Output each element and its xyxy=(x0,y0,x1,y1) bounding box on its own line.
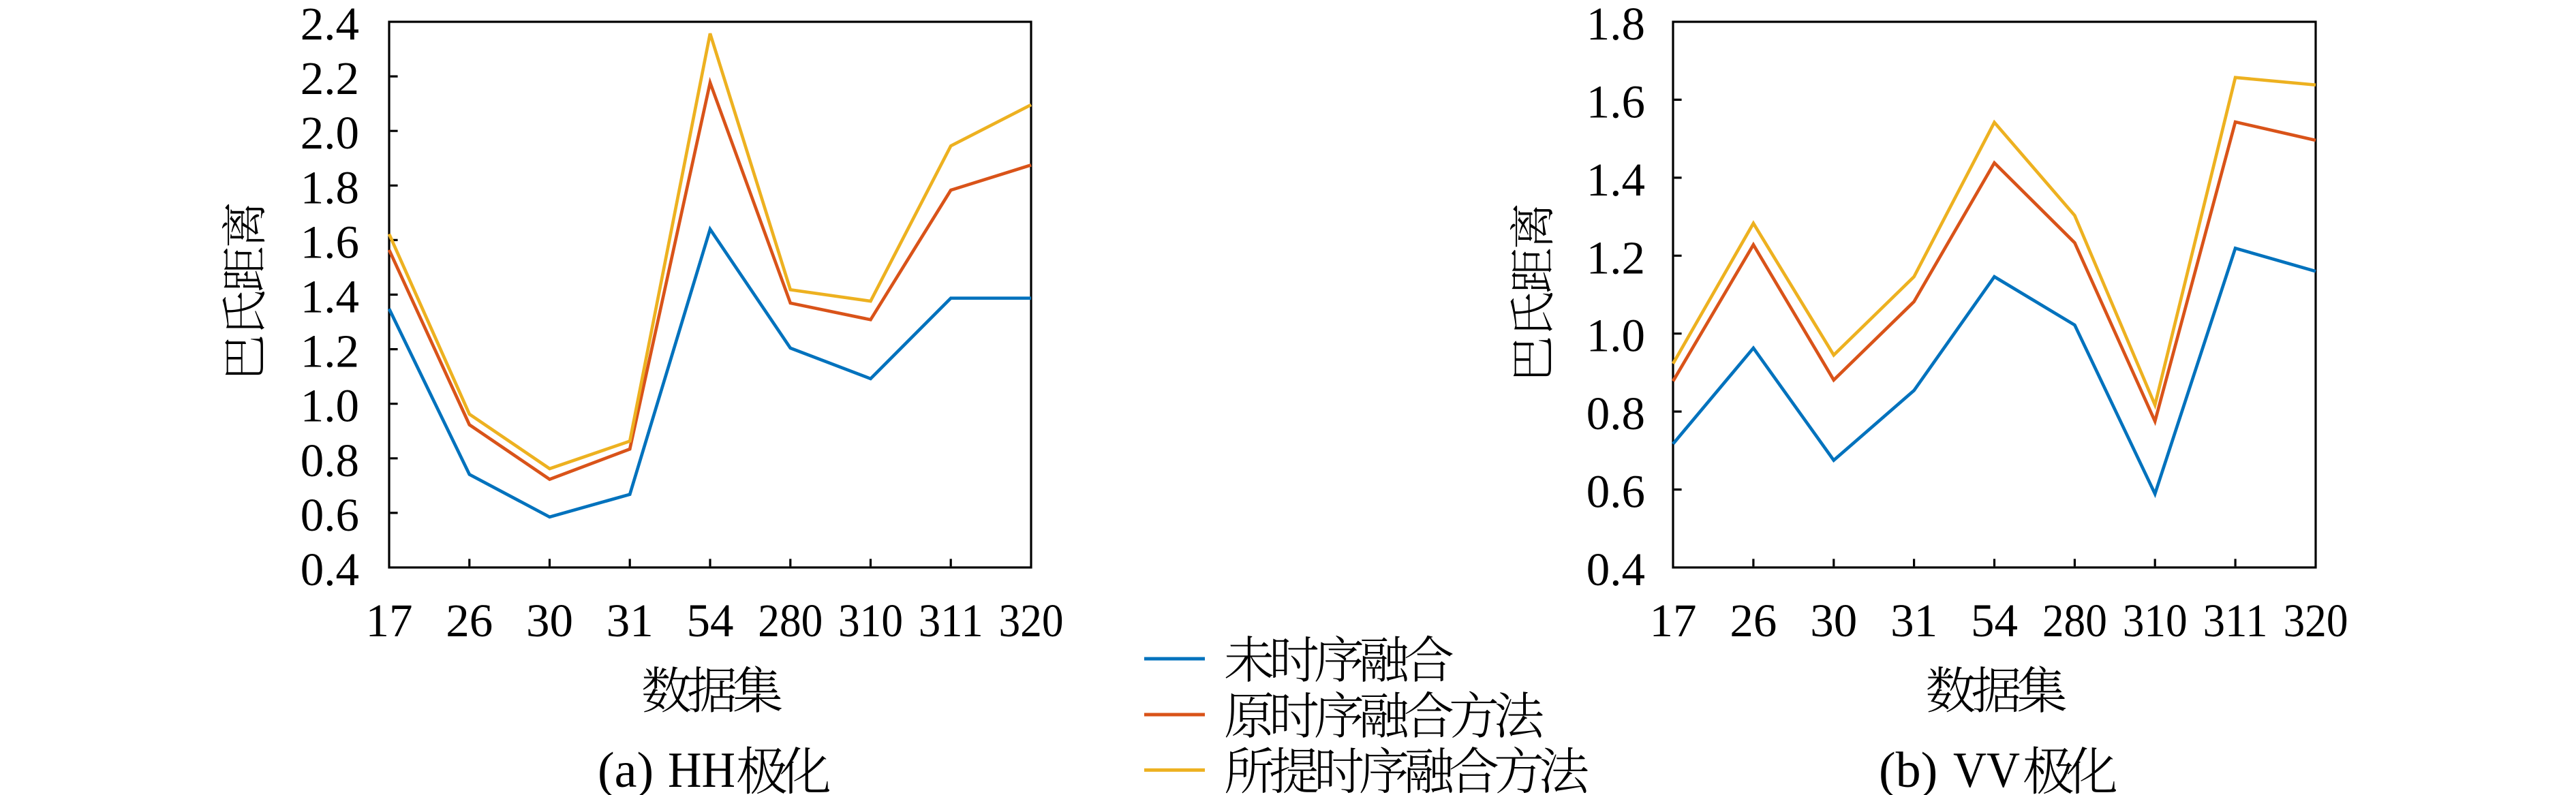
svg-text:1.2: 1.2 xyxy=(1586,232,1645,283)
svg-text:(b): (b) xyxy=(1879,743,1937,795)
svg-text:280: 280 xyxy=(2042,595,2107,646)
svg-text:0.4: 0.4 xyxy=(301,544,359,595)
svg-text:1.0: 1.0 xyxy=(301,380,359,432)
svg-text:1.8: 1.8 xyxy=(301,161,359,213)
svg-text:17: 17 xyxy=(366,595,413,646)
svg-text:310: 310 xyxy=(2123,595,2188,646)
svg-text:54: 54 xyxy=(687,595,734,646)
svg-text:2.4: 2.4 xyxy=(301,0,359,50)
svg-text:0.6: 0.6 xyxy=(301,489,359,541)
svg-text:30: 30 xyxy=(1810,595,1857,646)
svg-text:31: 31 xyxy=(607,595,654,646)
svg-text:1.6: 1.6 xyxy=(1586,76,1645,127)
svg-text:17: 17 xyxy=(1650,595,1697,646)
svg-text:31: 31 xyxy=(1890,595,1937,646)
svg-text:HH: HH xyxy=(668,743,735,795)
svg-text:320: 320 xyxy=(2284,595,2348,646)
svg-text:26: 26 xyxy=(446,595,493,646)
svg-text:1.2: 1.2 xyxy=(301,326,359,377)
svg-text:VV: VV xyxy=(1953,743,2020,795)
svg-text:2.0: 2.0 xyxy=(301,107,359,159)
svg-text:26: 26 xyxy=(1730,595,1777,646)
svg-text:0.6: 0.6 xyxy=(1586,466,1645,518)
svg-text:54: 54 xyxy=(1971,595,2018,646)
svg-text:2.2: 2.2 xyxy=(301,52,359,104)
svg-text:1.0: 1.0 xyxy=(1586,310,1645,362)
svg-text:311: 311 xyxy=(919,595,983,646)
svg-text:280: 280 xyxy=(758,595,823,646)
svg-text:(a): (a) xyxy=(598,743,654,795)
svg-text:320: 320 xyxy=(999,595,1064,646)
svg-text:1.4: 1.4 xyxy=(301,271,359,323)
svg-text:30: 30 xyxy=(526,595,573,646)
svg-text:1.6: 1.6 xyxy=(301,216,359,268)
svg-text:0.4: 0.4 xyxy=(1586,544,1645,595)
svg-text:1.8: 1.8 xyxy=(1586,0,1645,50)
svg-text:310: 310 xyxy=(838,595,903,646)
svg-text:0.8: 0.8 xyxy=(301,435,359,486)
svg-text:0.8: 0.8 xyxy=(1586,388,1645,439)
svg-text:1.4: 1.4 xyxy=(1586,154,1645,206)
svg-text:311: 311 xyxy=(2203,595,2268,646)
